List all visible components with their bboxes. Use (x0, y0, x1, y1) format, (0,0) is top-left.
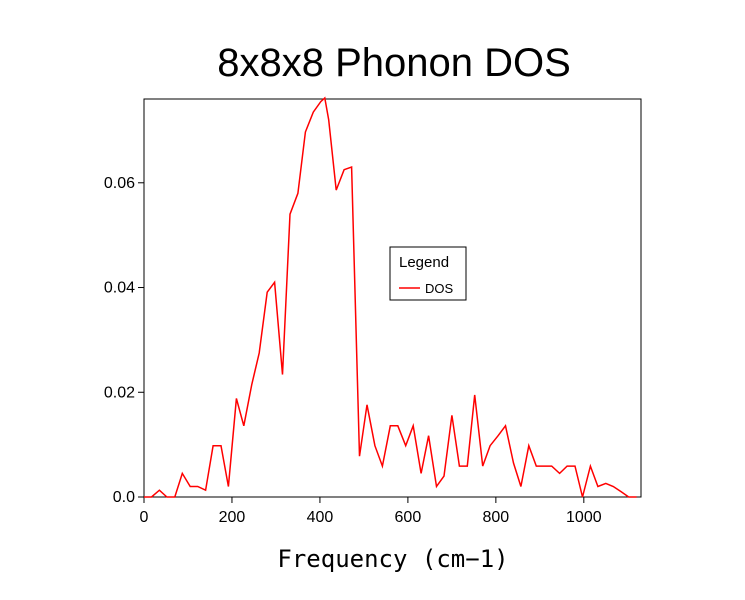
data-point (359, 455, 361, 457)
series-line-dos (144, 96, 637, 498)
data-point (613, 486, 615, 488)
data-point (282, 374, 284, 376)
legend-title: Legend (399, 254, 449, 271)
data-point (543, 465, 545, 467)
data-point (289, 213, 291, 215)
x-tick-label: 200 (219, 509, 246, 526)
data-point (320, 101, 322, 103)
data-point (189, 486, 191, 488)
data-point (305, 131, 307, 133)
data-point (474, 394, 476, 396)
data-point (351, 166, 353, 168)
data-point (324, 97, 326, 99)
data-point (143, 496, 145, 498)
data-point (220, 445, 222, 447)
data-point (166, 496, 168, 498)
data-point (405, 445, 407, 447)
x-tick-label: 400 (307, 509, 334, 526)
x-tick-label: 600 (395, 509, 422, 526)
y-axis: 0.0 0.02 0.04 0.06 (104, 175, 144, 506)
data-point (236, 398, 238, 400)
data-point (313, 111, 315, 113)
data-point (297, 193, 299, 195)
data-point (343, 169, 345, 171)
data-point (397, 425, 399, 427)
data-point (228, 486, 230, 488)
data-point (390, 425, 392, 427)
data-point (197, 486, 199, 488)
y-tick-label: 0.02 (104, 384, 135, 401)
data-point (551, 465, 553, 467)
data-point (266, 291, 268, 293)
data-point (467, 465, 469, 467)
data-point (620, 491, 622, 493)
data-point (174, 496, 176, 498)
chart-title: 8x8x8 Phonon DOS (217, 41, 571, 85)
data-point (528, 445, 530, 447)
data-point (335, 189, 337, 191)
data-point (428, 435, 430, 437)
data-point (566, 465, 568, 467)
x-tick-label: 0 (140, 509, 149, 526)
data-point (505, 425, 507, 427)
data-point (182, 473, 184, 475)
x-tick-label: 800 (483, 509, 510, 526)
data-point (243, 425, 245, 427)
data-point (513, 462, 515, 464)
data-point (412, 425, 414, 427)
plot-frame (143, 98, 642, 498)
data-point (382, 465, 384, 467)
x-axis-label: Frequency (cm−1) (277, 545, 508, 573)
data-point (436, 486, 438, 488)
data-point (605, 483, 607, 485)
legend: Legend DOS (389, 246, 467, 301)
legend-box (389, 246, 467, 301)
data-point (536, 465, 538, 467)
data-point (251, 384, 253, 386)
data-point (451, 415, 453, 417)
data-point (420, 473, 422, 475)
x-axis: 0 200 400 600 800 1000 (140, 497, 602, 526)
x-tick-label: 1000 (566, 509, 602, 526)
data-point (559, 473, 561, 475)
data-point (636, 496, 638, 498)
data-point (482, 465, 484, 467)
data-point (258, 352, 260, 354)
data-point (366, 404, 368, 406)
data-point (274, 282, 276, 284)
data-point (489, 445, 491, 447)
y-tick-label: 0.04 (104, 280, 135, 297)
legend-label-dos: DOS (425, 281, 454, 296)
y-tick-label: 0.0 (113, 489, 135, 506)
data-point (497, 435, 499, 437)
data-point (159, 489, 161, 491)
series-layer (143, 96, 638, 498)
data-point (205, 489, 207, 491)
data-point (590, 465, 592, 467)
data-point (443, 475, 445, 477)
data-point (328, 119, 330, 121)
data-point (582, 496, 584, 498)
data-point (574, 465, 576, 467)
data-point (597, 486, 599, 488)
data-point (212, 445, 214, 447)
data-point (520, 486, 522, 488)
data-point (151, 496, 153, 498)
data-point (374, 445, 376, 447)
data-point (628, 496, 630, 498)
y-tick-label: 0.06 (104, 175, 135, 192)
data-point (459, 465, 461, 467)
